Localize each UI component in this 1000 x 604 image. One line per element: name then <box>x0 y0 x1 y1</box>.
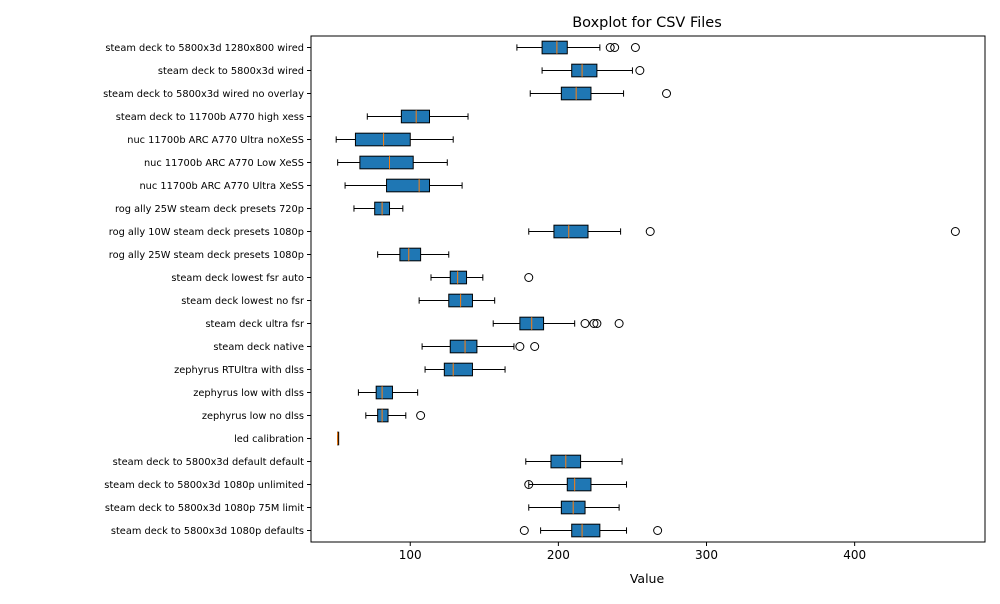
outlier-point <box>630 43 640 52</box>
box <box>449 270 468 285</box>
box <box>443 362 473 377</box>
y-tick-label: nuc 11700b ARC A770 Ultra noXeSS <box>127 135 304 146</box>
outlier-point <box>416 411 426 420</box>
outlier-point <box>605 43 615 52</box>
box <box>571 523 601 538</box>
outlier-point <box>645 227 655 236</box>
y-tick-label: zephyrus low no dlss <box>202 411 304 422</box>
y-tick-label: steam deck to 5800x3d 1080p 75M limit <box>105 503 304 514</box>
y-tick-label: rog ally 25W steam deck presets 720p <box>115 204 304 215</box>
y-tick-label: steam deck lowest no fsr <box>181 296 305 307</box>
box <box>571 63 598 78</box>
y-tick-label: steam deck to 5800x3d wired <box>158 66 304 77</box>
outlier-point <box>662 89 672 98</box>
outlier-point <box>589 319 599 328</box>
outlier-point <box>635 66 645 75</box>
box <box>386 178 431 193</box>
y-tick-label: steam deck to 5800x3d 1080p unlimited <box>104 480 304 491</box>
y-tick-label: steam deck to 11700b A770 high xess <box>116 112 304 123</box>
box <box>541 40 568 55</box>
y-tick-label: steam deck ultra fsr <box>205 319 305 330</box>
box <box>400 109 431 124</box>
y-tick-label: steam deck lowest fsr auto <box>171 273 304 284</box>
outlier-point <box>610 43 620 52</box>
box <box>375 385 393 400</box>
y-tick-label: steam deck to 5800x3d 1080p defaults <box>111 526 304 537</box>
y-tick-label: nuc 11700b ARC A770 Low XeSS <box>144 158 304 169</box>
x-tick-label: 200 <box>547 548 570 562</box>
y-tick-label: zephyrus RTUltra with dlss <box>174 365 304 376</box>
y-tick-label: zephyrus low with dlss <box>193 388 304 399</box>
outlier-point <box>519 526 529 535</box>
box <box>553 224 589 239</box>
x-tick-label: 300 <box>695 548 718 562</box>
outlier-point <box>580 319 590 328</box>
outlier-point <box>592 319 602 328</box>
outlier-point <box>515 342 525 351</box>
box <box>359 155 414 170</box>
y-tick-label: steam deck native <box>213 342 304 353</box>
y-tick-label: steam deck to 5800x3d default default <box>113 457 305 468</box>
y-tick-label: steam deck to 5800x3d wired no overlay <box>103 89 304 100</box>
outlier-point <box>653 526 663 535</box>
box <box>354 132 411 147</box>
box <box>399 247 422 262</box>
y-tick-label: steam deck to 5800x3d 1280x800 wired <box>105 43 304 54</box>
plot-frame <box>310 35 986 543</box>
y-tick-label: nuc 11700b ARC A770 Ultra XeSS <box>139 181 304 192</box>
box <box>377 408 389 423</box>
chart-title: Boxplot for CSV Files <box>572 15 722 31</box>
outlier-point <box>950 227 960 236</box>
y-tick-label: rog ally 10W steam deck presets 1080p <box>109 227 304 238</box>
box <box>566 477 592 492</box>
outlier-point <box>524 480 534 489</box>
y-tick-label: rog ally 25W steam deck presets 1080p <box>109 250 304 261</box>
outlier-point <box>614 319 624 328</box>
plot-area: steam deck to 5800x3d 1280x800 wired stea… <box>103 35 986 562</box>
x-tick-label: 400 <box>843 548 866 562</box>
box <box>449 339 478 354</box>
y-tick-label: led calibration <box>234 434 304 445</box>
x-axis-label: Value <box>630 571 665 586</box>
outlier-point <box>530 342 540 351</box>
x-tick-label: 100 <box>399 548 422 562</box>
outlier-point <box>524 273 534 282</box>
